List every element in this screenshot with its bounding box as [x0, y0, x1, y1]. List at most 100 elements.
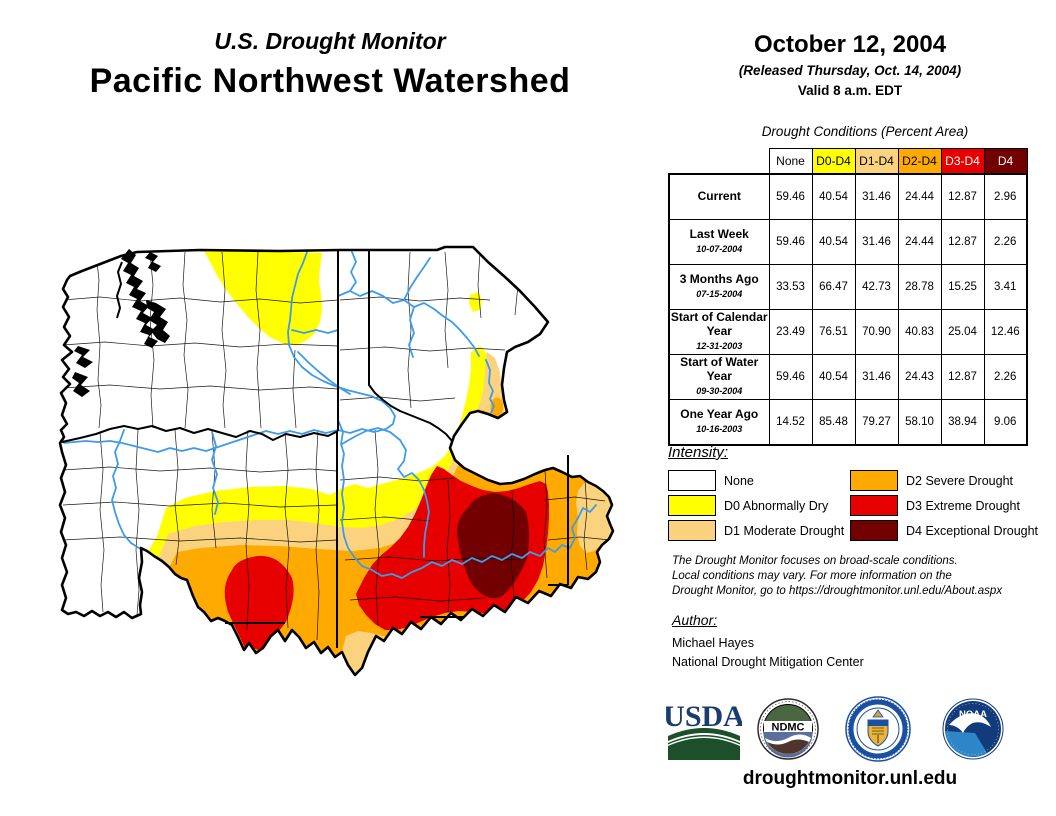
table-title: Drought Conditions (Percent Area)	[761, 124, 969, 139]
kootenai-river	[349, 251, 357, 292]
disclaimer-line: The Drought Monitor focuses on broad-sca…	[672, 555, 958, 567]
cell-value: 24.43	[897, 354, 942, 400]
clark-fork-river	[337, 290, 480, 357]
row-label: Start of Water Year	[680, 355, 759, 384]
cell-value: 3.41	[983, 264, 1028, 310]
legend-swatch-d0	[668, 495, 716, 516]
cell-value: 40.54	[811, 173, 856, 220]
legend-label: D2 Severe Drought	[906, 473, 1014, 488]
legend-label: D3 Extreme Drought	[906, 498, 1020, 513]
legend-swatch-d3	[850, 495, 898, 516]
row-label: Start of Calendar Year	[670, 310, 768, 339]
d0-region-north	[203, 249, 322, 345]
cell-value: 2.26	[983, 219, 1028, 265]
cell-value: 31.46	[854, 173, 899, 220]
cell-value: 70.90	[854, 309, 899, 355]
valid-time: Valid 8 a.m. EDT	[797, 83, 903, 98]
cell-value: 59.46	[768, 354, 813, 400]
cell-value: 40.54	[811, 354, 856, 400]
cell-value: 42.73	[854, 264, 899, 310]
d4-region	[457, 493, 530, 599]
legend-label: D0 Abnormally Dry	[724, 498, 829, 513]
legend-swatch-d1	[668, 520, 716, 541]
legend-swatch-d2	[850, 470, 898, 491]
legend-label: None	[724, 473, 754, 488]
cell-value: 79.27	[854, 399, 899, 446]
disclaimer-line: Drought Monitor, go to https://droughtmo…	[672, 585, 1003, 598]
cell-value: 38.94	[940, 399, 985, 446]
drought-conditions-table: None D0-D4 D1-D4 D2-D4 D3-D4 D4 Current …	[668, 148, 1028, 446]
cell-value: 9.06	[983, 399, 1028, 446]
cell-value: 12.46	[983, 309, 1028, 355]
cell-value: 12.87	[940, 219, 985, 265]
row-date: 10-16-2003	[696, 424, 743, 434]
ndmc-logo-text: NDMC	[772, 722, 805, 734]
table-row: One Year Ago 10-16-2003 14.52 85.48 79.2…	[668, 399, 1028, 446]
legend-swatch-d4	[850, 520, 898, 541]
author-organization: National Drought Mitigation Center	[672, 655, 864, 669]
cell-value: 76.51	[811, 309, 856, 355]
bitterroot-river	[408, 306, 415, 358]
cell-value: 12.87	[940, 354, 985, 400]
watershed-outline	[58, 245, 615, 677]
d2-spot-ne	[490, 397, 504, 417]
legend-item-d4: D4 Exceptional Drought	[850, 520, 1038, 541]
border-wa-or	[61, 425, 339, 443]
cell-value: 31.46	[854, 354, 899, 400]
usda-logo-text: USDA	[666, 700, 742, 733]
row-date: 12-31-2003	[696, 340, 743, 351]
row-label: One Year Ago	[680, 407, 759, 422]
doc-seal-logo	[845, 696, 911, 762]
row-date: 10-07-2004	[696, 244, 743, 254]
usda-logo: USDA	[666, 700, 742, 760]
cell-value: 33.53	[768, 264, 813, 310]
cell-value: 24.44	[897, 219, 942, 265]
table-row: 3 Months Ago 07-15-2004 33.53 66.47 42.7…	[668, 264, 1028, 310]
row-label: 3 Months Ago	[679, 272, 759, 287]
upper-strip-river	[485, 359, 495, 414]
col-header-d3: D3-D4	[940, 148, 985, 175]
disclaimer-line: Local conditions may vary. For more info…	[672, 570, 952, 583]
d1-region-east-lobe	[576, 479, 612, 553]
cell-value: 59.46	[768, 173, 813, 220]
cell-value: 23.49	[768, 309, 813, 355]
col-header-d0: D0-D4	[811, 148, 856, 175]
cell-value: 28.78	[897, 264, 942, 310]
cell-value: 12.87	[940, 173, 985, 220]
d3-region-west	[224, 555, 294, 651]
snake-river	[337, 419, 597, 579]
col-header-d1: D1-D4	[854, 148, 899, 175]
cell-value: 66.47	[811, 264, 856, 310]
deschutes-river	[211, 431, 219, 515]
legend-heading: Intensity:	[668, 444, 729, 461]
legend-label: D1 Moderate Drought	[724, 523, 845, 538]
author-name: Michael Hayes	[672, 636, 754, 650]
flathead-river	[403, 257, 431, 301]
disclaimer-text: The Drought Monitor focuses on broad-sca…	[672, 554, 1042, 600]
salmon-river	[341, 427, 430, 558]
table-row: Last Week 10-07-2004 59.46 40.54 31.46 2…	[668, 219, 1028, 265]
legend-swatch-none	[668, 470, 716, 491]
col-header-d4: D4	[983, 148, 1028, 175]
row-date: 07-15-2004	[696, 289, 743, 299]
border-id-mt	[368, 250, 453, 442]
cell-value: 58.10	[897, 399, 942, 446]
cell-value: 2.26	[983, 354, 1028, 400]
row-label: Current	[697, 189, 741, 204]
legend-label: D4 Exceptional Drought	[906, 523, 1039, 538]
puget-sound	[72, 249, 170, 397]
released-date: (Released Thursday, Oct. 14, 2004)	[738, 63, 962, 78]
page-title: Pacific Northwest Watershed	[89, 62, 571, 100]
cell-value: 14.52	[768, 399, 813, 446]
cell-value: 85.48	[811, 399, 856, 446]
hood-canal	[115, 261, 123, 319]
ndmc-logo: NDMC	[757, 698, 819, 760]
legend-item-d3: D3 Extreme Drought	[850, 495, 1020, 516]
table-row: Current 59.46 40.54 31.46 24.44 12.87 2.…	[668, 173, 1028, 220]
legend-item-d1: D1 Moderate Drought	[668, 520, 844, 541]
cell-value: 40.83	[897, 309, 942, 355]
willamette-river	[111, 429, 140, 549]
cell-value: 2.96	[983, 173, 1028, 220]
cell-value: 24.44	[897, 173, 942, 220]
row-date: 09-30-2004	[696, 385, 743, 396]
